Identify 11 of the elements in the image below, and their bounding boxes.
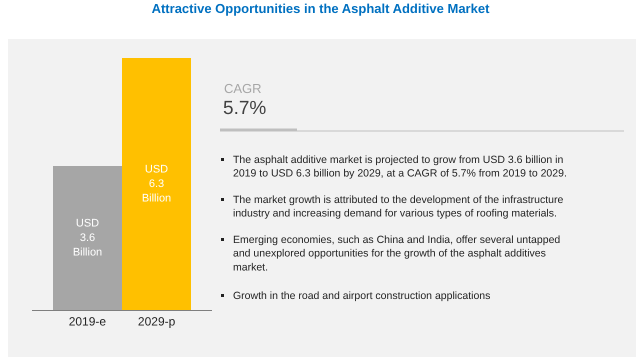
text: Attractive Opportunities in the Asphalt Additive Market (152, 1, 490, 16)
text: Emerging economies, such as China and India, offer several untapped and unexplored opportunities for the growth of the asphalt additives market. (233, 234, 560, 274)
text: The asphalt additive market is projected to grow from USD 3.6 billion in 2019 to USD 6.3 billion by 2029, at a CAGR of 5.7% from 2019 to 2029. (233, 154, 567, 180)
x-tick-label: 2019-e (68, 314, 106, 328)
data-label: USD 3.6 Billion (72, 218, 102, 258)
x-tick-label: 2029-p (138, 314, 176, 328)
text: Growth in the road and airport construction applications (233, 290, 490, 302)
text: 5.7% (223, 98, 266, 119)
text: The market growth is attributed to the development of the infrastructure industry and increasing demand for various types of roofing materials. (233, 194, 564, 220)
data-label: USD 6.3 Billion (142, 164, 172, 204)
text: CAGR (224, 81, 262, 96)
